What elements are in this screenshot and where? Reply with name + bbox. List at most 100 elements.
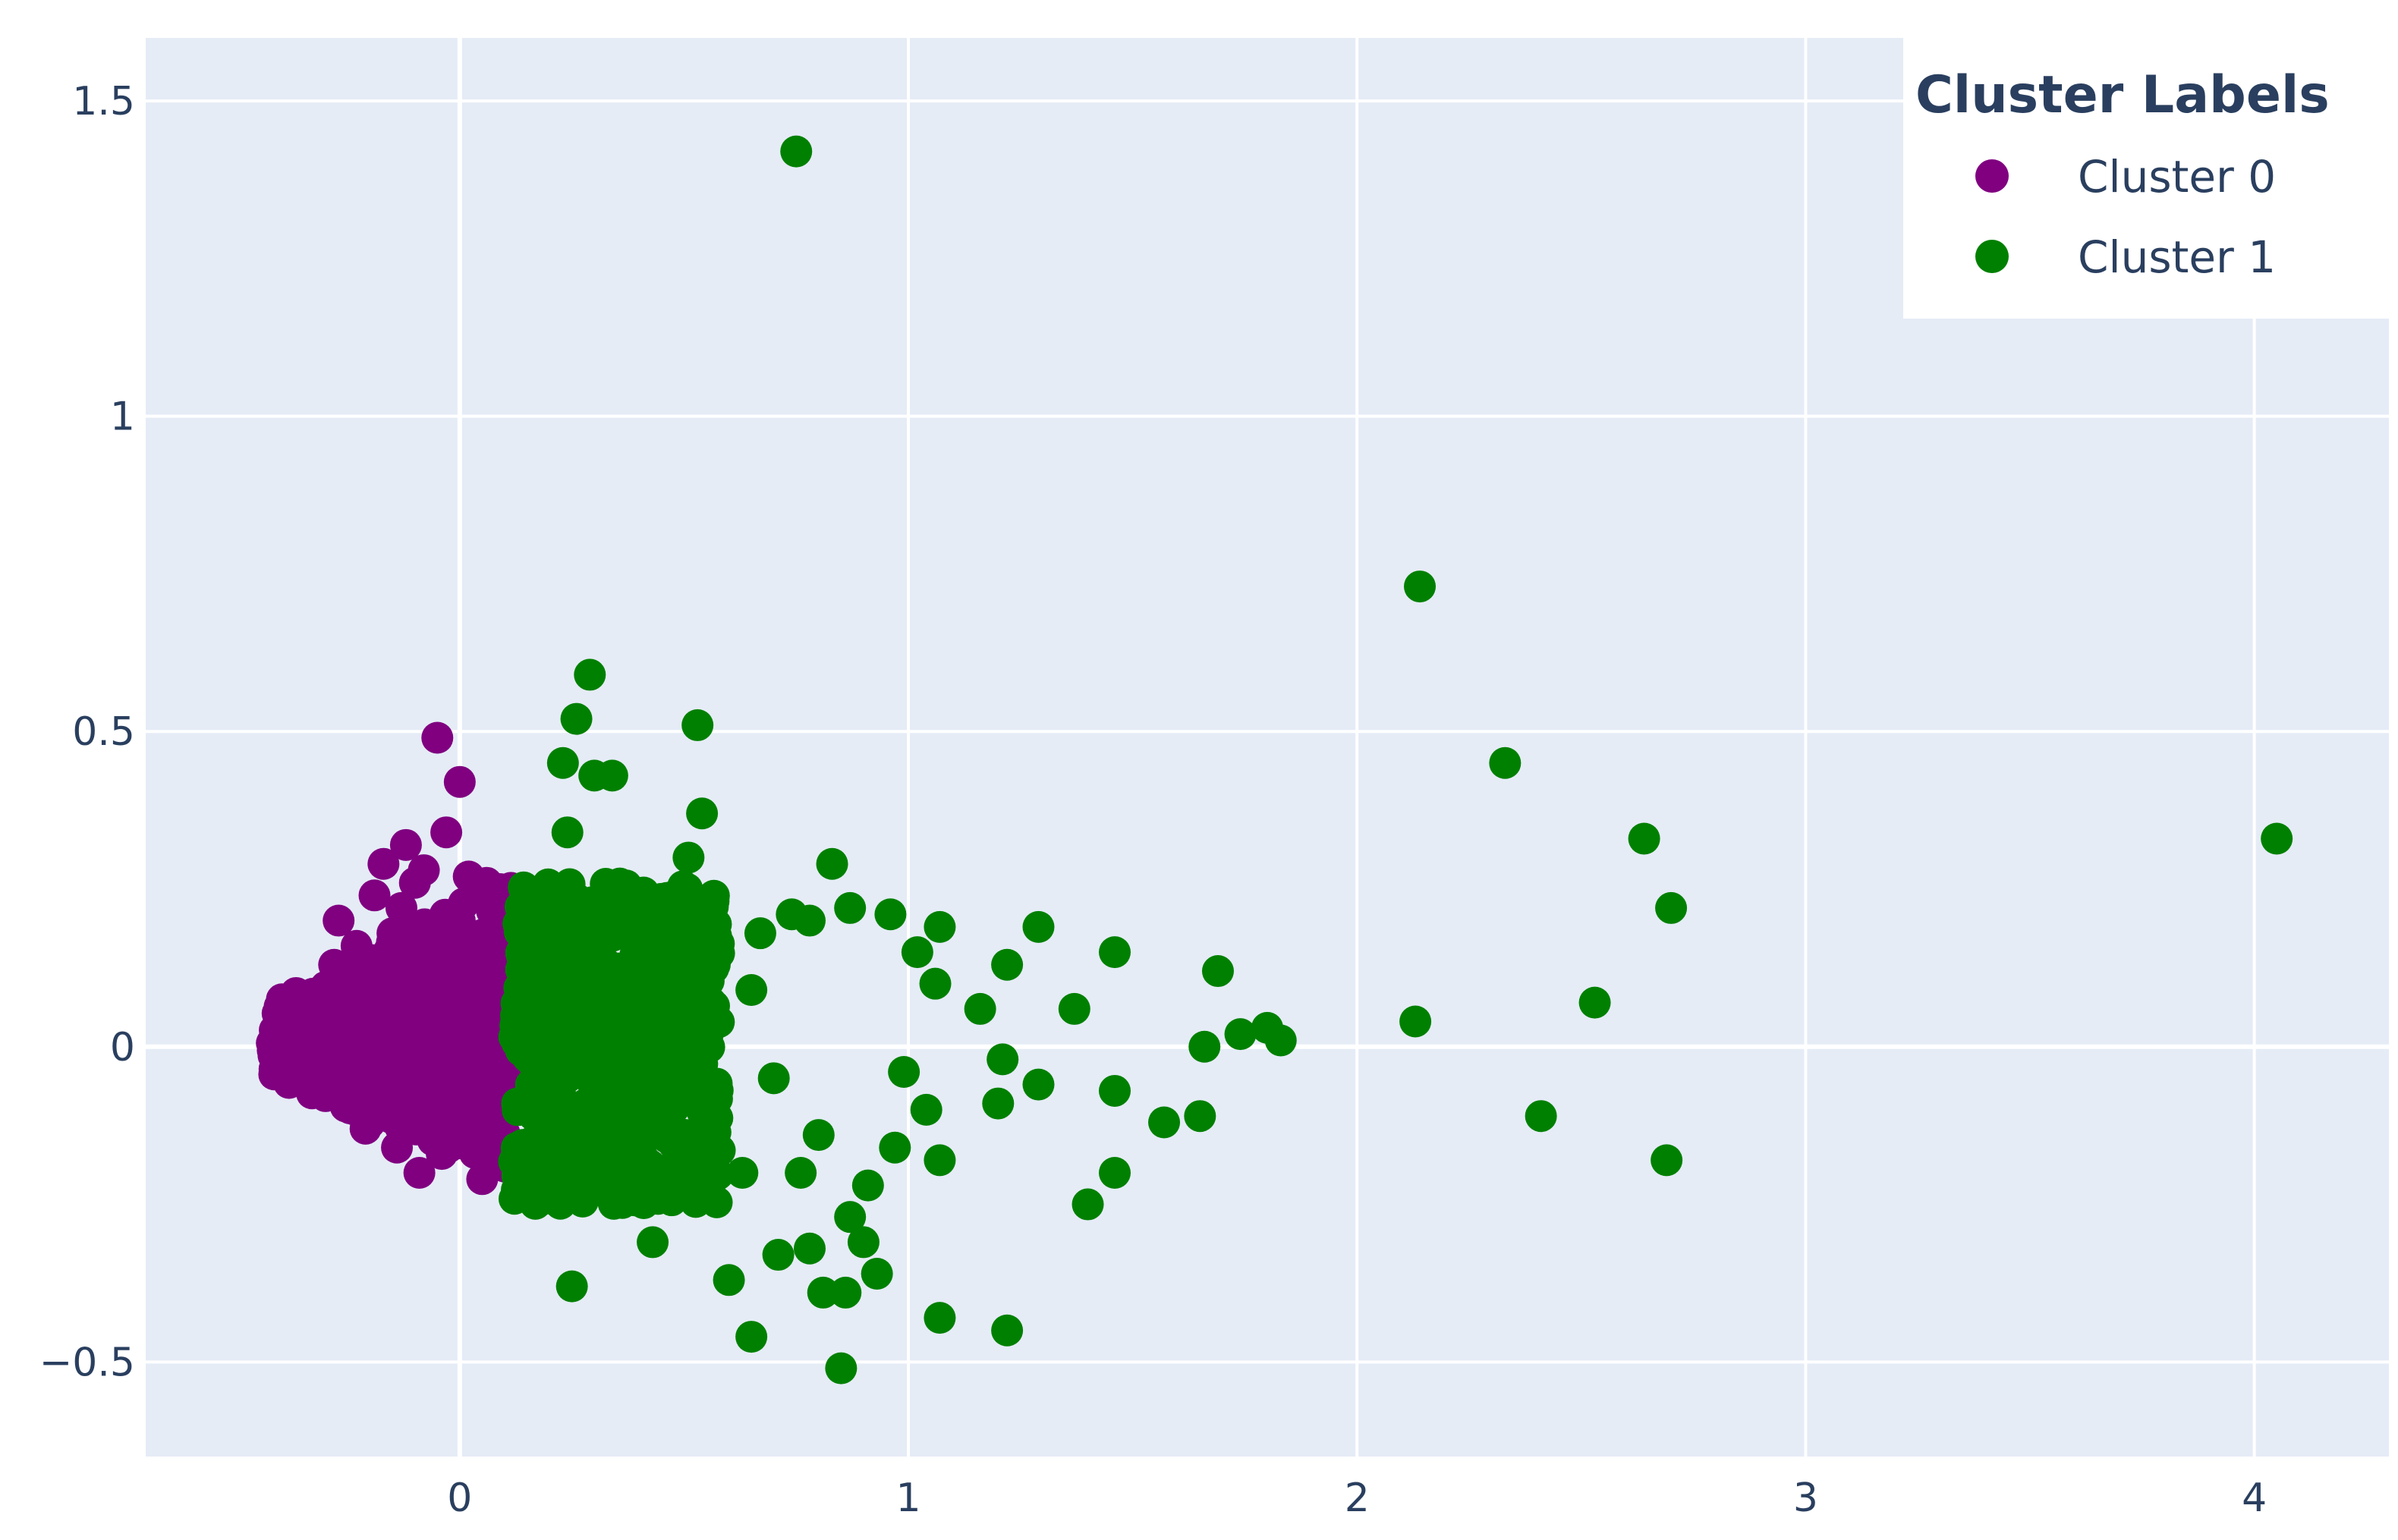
y-tick-label: 0	[110, 1025, 135, 1070]
data-point	[579, 1038, 612, 1070]
legend-item-cluster-0[interactable]: Cluster 0	[1975, 151, 2276, 203]
data-point	[1578, 986, 1611, 1019]
data-point	[372, 1093, 404, 1126]
data-point	[624, 904, 656, 936]
data-point	[1098, 936, 1131, 969]
data-point	[376, 917, 409, 950]
data-point	[385, 891, 417, 924]
data-point	[394, 999, 426, 1032]
data-point	[459, 1036, 492, 1069]
legend-marker-cluster-0	[1975, 159, 2009, 193]
legend[interactable]: Cluster Labels Cluster 0 Cluster 1	[1903, 36, 2398, 319]
legend-item-cluster-1[interactable]: Cluster 1	[1975, 231, 2276, 283]
data-point	[924, 910, 956, 943]
data-point	[1072, 1188, 1104, 1221]
data-point	[802, 1119, 835, 1152]
data-point	[421, 721, 454, 754]
data-point	[888, 1056, 920, 1089]
data-point	[439, 1119, 471, 1152]
data-point	[910, 1093, 943, 1126]
data-point	[879, 1131, 911, 1164]
data-point	[829, 1276, 862, 1309]
data-point	[313, 1068, 346, 1101]
data-point	[1264, 1024, 1297, 1057]
data-point	[1655, 891, 1688, 924]
data-point	[669, 879, 701, 912]
legend-title: Cluster Labels	[1915, 65, 2330, 125]
data-point	[574, 658, 606, 691]
data-point	[982, 1087, 1015, 1120]
y-tick-label: 1	[110, 394, 135, 440]
data-point	[807, 1276, 839, 1309]
x-tick-label: 3	[1793, 1476, 1818, 1521]
data-point	[1224, 1018, 1257, 1051]
data-point	[1525, 1100, 1557, 1133]
data-point	[628, 928, 661, 960]
data-point	[672, 841, 705, 874]
data-point	[874, 898, 907, 931]
data-point	[560, 702, 593, 735]
data-point	[637, 1226, 669, 1259]
data-point	[713, 1264, 745, 1296]
data-point	[435, 1018, 467, 1051]
data-point	[367, 847, 400, 880]
data-point	[555, 1270, 588, 1303]
data-point	[470, 1131, 503, 1164]
data-point	[519, 1078, 552, 1111]
data-point	[392, 971, 425, 1004]
data-point	[861, 1257, 893, 1290]
data-point	[534, 1161, 567, 1193]
data-point	[834, 891, 867, 924]
data-point	[851, 1169, 884, 1202]
data-point	[1651, 1144, 1683, 1177]
data-point	[991, 948, 1024, 981]
data-point	[381, 1131, 414, 1164]
data-point	[757, 1062, 790, 1095]
data-point	[744, 917, 776, 950]
data-point	[403, 1157, 436, 1189]
data-point	[555, 1105, 588, 1137]
data-point	[417, 1081, 449, 1114]
legend-label-cluster-1: Cluster 1	[2078, 231, 2276, 283]
data-point	[675, 999, 708, 1032]
data-point	[648, 1003, 681, 1036]
data-point	[613, 983, 646, 1016]
data-point	[847, 1226, 880, 1259]
data-point	[924, 1144, 956, 1177]
data-point	[681, 709, 714, 741]
x-axis-ticks: 0 1 2 3 4	[447, 1476, 2267, 1521]
data-point	[345, 967, 377, 1000]
data-point	[658, 1039, 691, 1071]
data-point	[780, 135, 813, 168]
data-point	[596, 759, 628, 792]
data-point	[521, 974, 553, 1007]
data-point	[1022, 910, 1055, 943]
data-point	[291, 986, 323, 1019]
x-tick-label: 4	[2242, 1476, 2267, 1521]
x-tick-label: 0	[447, 1476, 472, 1521]
data-point	[609, 1031, 642, 1064]
data-point	[652, 913, 684, 946]
y-tick-label: −0.5	[39, 1340, 135, 1385]
data-point	[587, 1006, 620, 1039]
data-point	[519, 1187, 552, 1220]
data-point	[1489, 746, 1522, 779]
data-point	[551, 816, 584, 849]
data-point	[653, 1081, 686, 1114]
data-point	[430, 816, 463, 849]
data-point	[698, 938, 731, 970]
data-point	[964, 992, 996, 1025]
data-point	[552, 1061, 584, 1093]
data-point	[443, 904, 476, 937]
data-point	[776, 898, 808, 931]
data-point	[516, 914, 549, 947]
data-point	[1058, 992, 1090, 1025]
data-point	[1201, 955, 1234, 988]
data-point	[566, 909, 599, 941]
data-point	[1188, 1030, 1221, 1063]
data-point	[901, 936, 933, 969]
data-point	[1404, 570, 1437, 603]
data-point	[546, 746, 579, 779]
data-point	[327, 1018, 360, 1051]
